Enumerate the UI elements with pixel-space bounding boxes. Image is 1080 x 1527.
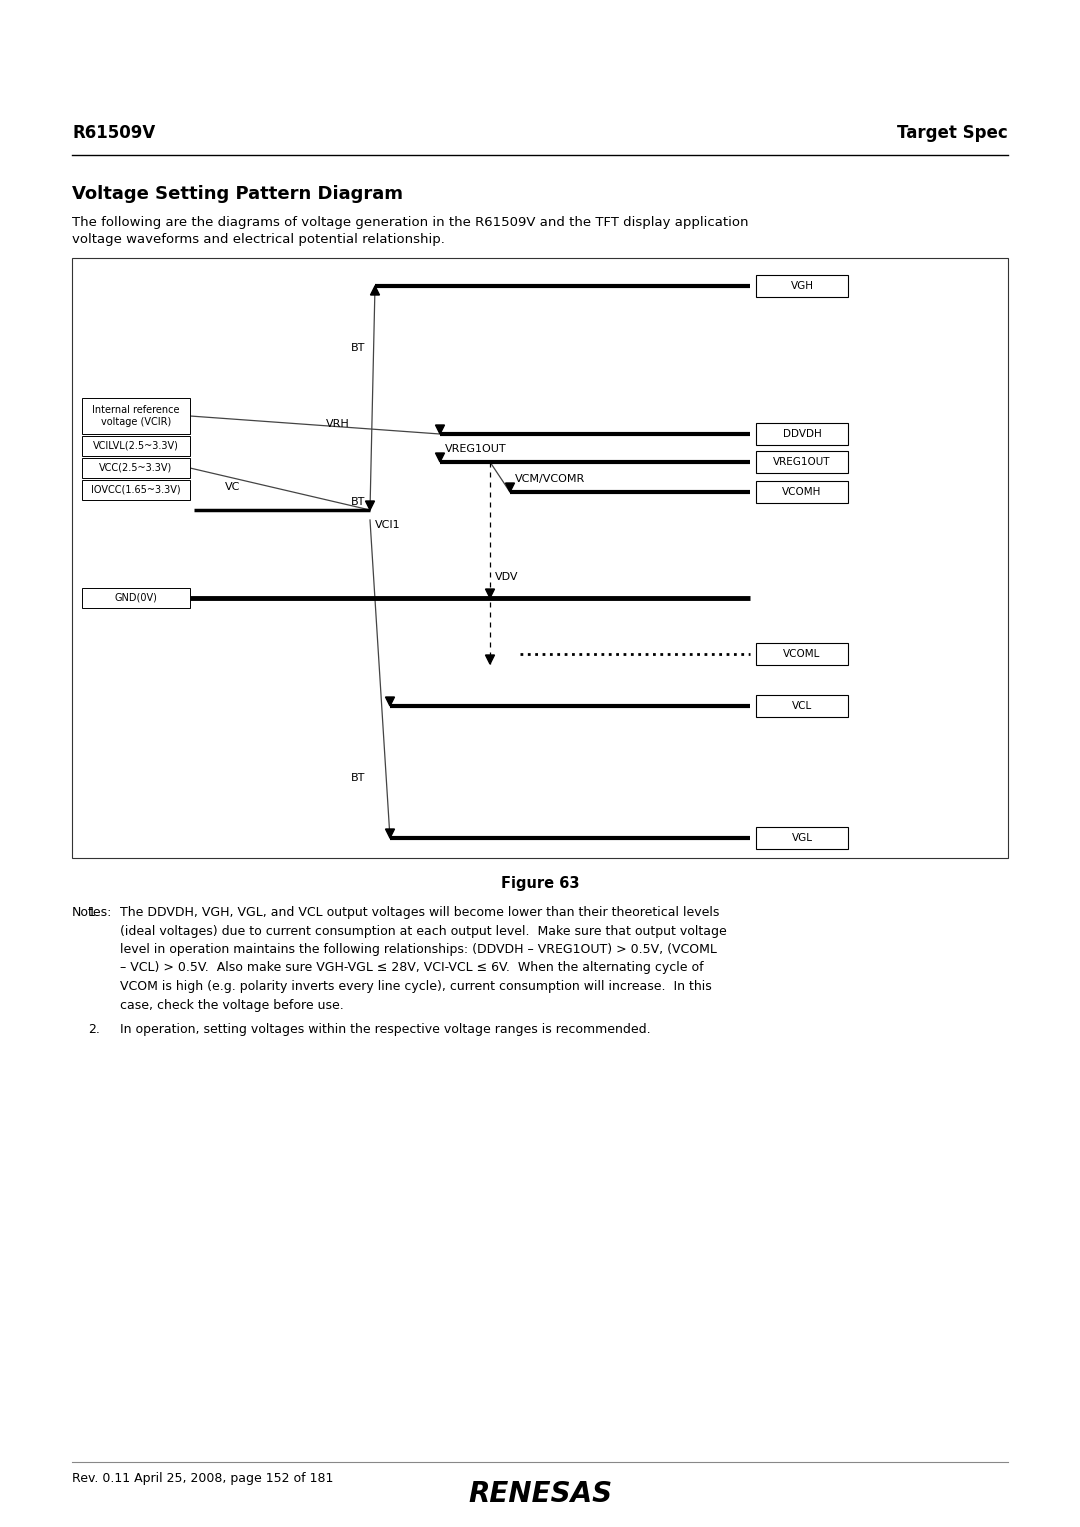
Text: 1.: 1. (89, 906, 100, 919)
Text: (ideal voltages) due to current consumption at each output level.  Make sure tha: (ideal voltages) due to current consumpt… (120, 924, 727, 938)
Text: VCL: VCL (792, 701, 812, 712)
Polygon shape (505, 483, 514, 492)
Text: The following are the diagrams of voltage generation in the R61509V and the TFT : The following are the diagrams of voltag… (72, 215, 748, 229)
Text: VCOM is high (e.g. polarity inverts every line cycle), current consumption will : VCOM is high (e.g. polarity inverts ever… (120, 980, 712, 993)
Text: VREG1OUT: VREG1OUT (445, 444, 507, 454)
Bar (72, 258, 1008, 858)
Text: Voltage Setting Pattern Diagram: Voltage Setting Pattern Diagram (72, 185, 403, 203)
Polygon shape (386, 696, 394, 705)
Bar (82, 588, 190, 608)
Text: BT: BT (351, 496, 365, 507)
Text: VCILVL(2.5~3.3V): VCILVL(2.5~3.3V) (93, 441, 179, 450)
Text: Internal reference
voltage (VCIR): Internal reference voltage (VCIR) (92, 405, 179, 428)
Text: The DDVDH, VGH, VGL, and VCL output voltages will become lower than their theore: The DDVDH, VGH, VGL, and VCL output volt… (120, 906, 719, 919)
Text: – VCL) > 0.5V.  Also make sure VGH-VGL ≤ 28V, VCI-VCL ≤ 6V.  When the alternatin: – VCL) > 0.5V. Also make sure VGH-VGL ≤ … (120, 962, 704, 974)
Text: VDV: VDV (495, 573, 518, 582)
Polygon shape (486, 589, 495, 599)
Text: VCM/VCOMR: VCM/VCOMR (515, 473, 585, 484)
Text: VRH: VRH (326, 418, 350, 429)
Text: DDVDH: DDVDH (783, 429, 822, 438)
Text: VCC(2.5~3.3V): VCC(2.5~3.3V) (99, 463, 173, 473)
Text: VGL: VGL (792, 834, 812, 843)
Bar (756, 423, 848, 444)
Text: voltage waveforms and electrical potential relationship.: voltage waveforms and electrical potenti… (72, 234, 445, 246)
Text: Rev. 0.11 April 25, 2008, page 152 of 181: Rev. 0.11 April 25, 2008, page 152 of 18… (72, 1472, 334, 1484)
Bar (82, 399, 190, 434)
Polygon shape (435, 425, 445, 434)
Bar (82, 479, 190, 499)
Text: 2.: 2. (89, 1023, 100, 1035)
Text: Notes:: Notes: (72, 906, 112, 919)
Text: RENESAS: RENESAS (468, 1480, 612, 1509)
Text: IOVCC(1.65~3.3V): IOVCC(1.65~3.3V) (91, 486, 180, 495)
Bar (82, 437, 190, 457)
Text: VCI1: VCI1 (375, 521, 401, 530)
Bar (756, 481, 848, 502)
Polygon shape (486, 655, 495, 664)
Text: level in operation maintains the following relationships: (DDVDH – VREG1OUT) > 0: level in operation maintains the followi… (120, 944, 717, 956)
Polygon shape (386, 829, 394, 838)
Text: VCOMH: VCOMH (782, 487, 822, 496)
Text: GND(0V): GND(0V) (114, 592, 158, 603)
Text: BT: BT (351, 773, 365, 783)
Text: BT: BT (351, 344, 365, 353)
Bar (756, 643, 848, 664)
Text: R61509V: R61509V (72, 124, 156, 142)
Text: VCOML: VCOML (783, 649, 821, 660)
Bar (82, 458, 190, 478)
Bar (756, 695, 848, 718)
Polygon shape (435, 454, 445, 463)
Bar (756, 275, 848, 296)
Text: VC: VC (225, 483, 240, 492)
Bar (756, 450, 848, 473)
Text: In operation, setting voltages within the respective voltage ranges is recommend: In operation, setting voltages within th… (120, 1023, 650, 1035)
Bar (756, 828, 848, 849)
Text: VGH: VGH (791, 281, 813, 292)
Polygon shape (370, 286, 379, 295)
Text: Target Spec: Target Spec (897, 124, 1008, 142)
Text: VREG1OUT: VREG1OUT (773, 457, 831, 467)
Text: case, check the voltage before use.: case, check the voltage before use. (120, 999, 343, 1011)
Polygon shape (365, 501, 375, 510)
Text: Figure 63: Figure 63 (501, 876, 579, 890)
